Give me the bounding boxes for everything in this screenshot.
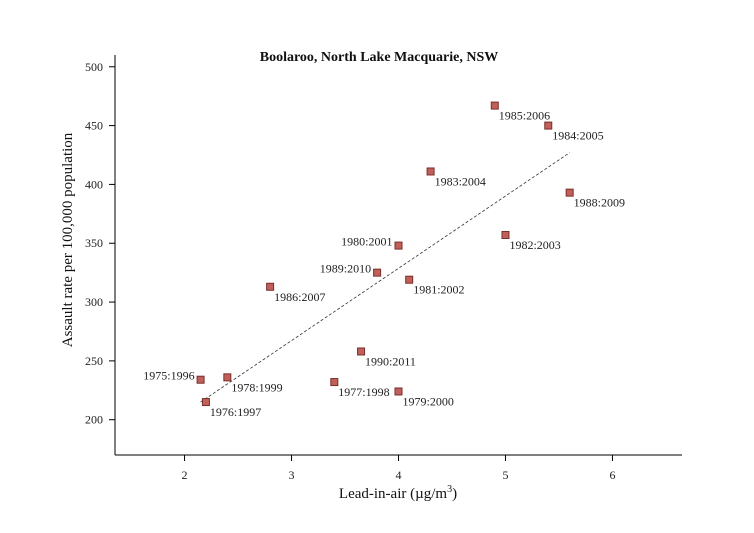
- data-point-label: 1985:2006: [499, 109, 550, 123]
- data-point: [330, 378, 339, 387]
- data-point: [490, 101, 499, 110]
- x-axis-ticks: 2 3 4 5 6: [182, 455, 615, 482]
- data-point-label: 1977:1998: [338, 385, 389, 399]
- data-point: [266, 282, 275, 291]
- x-axis-label-superscript: 3: [447, 484, 452, 495]
- y-tick-label: 250: [85, 354, 103, 368]
- x-tick-label: 3: [289, 468, 295, 482]
- y-tick-label: 300: [85, 295, 103, 309]
- x-tick-label: 6: [609, 468, 615, 482]
- y-tick-label: 200: [85, 413, 103, 427]
- y-axis-ticks: 200 250 300 350 400 450 500: [85, 60, 115, 427]
- data-point-label: 1986:2007: [274, 290, 325, 304]
- data-point-label: 1976:1997: [210, 405, 261, 419]
- data-point: [201, 398, 210, 407]
- y-tick-label: 500: [85, 60, 103, 74]
- data-point-label: 1975:1996: [143, 369, 194, 383]
- data-point-label: 1979:2000: [403, 394, 454, 408]
- data-point: [196, 375, 205, 384]
- trend-line: [200, 152, 570, 403]
- x-axis-label-tail: ): [452, 486, 457, 502]
- data-point-label: 1978:1999: [231, 380, 282, 394]
- y-tick-label: 400: [85, 177, 103, 191]
- data-point: [565, 188, 574, 197]
- x-tick-label: 2: [182, 468, 188, 482]
- data-point: [394, 387, 403, 396]
- data-point: [405, 275, 414, 284]
- data-point: [544, 121, 553, 130]
- data-point-label: 1980:2001: [341, 235, 392, 249]
- data-point-label: 1982:2003: [509, 238, 560, 252]
- y-tick-label: 350: [85, 236, 103, 250]
- x-tick-label: 4: [396, 468, 402, 482]
- data-point: [426, 167, 435, 176]
- data-points: 1975:1996 1976:1997 1978:1999 1986:2007 1977…: [143, 101, 625, 419]
- x-axis-label: Lead-in-air (µg/m3): [339, 484, 457, 502]
- data-point: [357, 347, 366, 356]
- data-point: [501, 231, 510, 239]
- data-point-label: 1990:2011: [365, 354, 416, 368]
- data-point-label: 1981:2002: [413, 283, 464, 297]
- data-point-label: 1989:2010: [320, 262, 371, 276]
- data-point-label: 1983:2004: [435, 174, 486, 188]
- y-tick-label: 450: [85, 119, 103, 133]
- data-point: [394, 241, 403, 250]
- y-axis-label: Assault rate per 100,000 population: [60, 132, 76, 347]
- x-tick-label: 5: [502, 468, 508, 482]
- data-point: [373, 268, 382, 277]
- data-point-label: 1988:2009: [574, 196, 625, 210]
- x-axis-label-main: Lead-in-air (µg/m: [339, 486, 448, 502]
- data-point: [223, 373, 232, 382]
- chart-title: Boolaroo, North Lake Macquarie, NSW: [260, 50, 499, 65]
- data-point-label: 1984:2005: [552, 129, 603, 143]
